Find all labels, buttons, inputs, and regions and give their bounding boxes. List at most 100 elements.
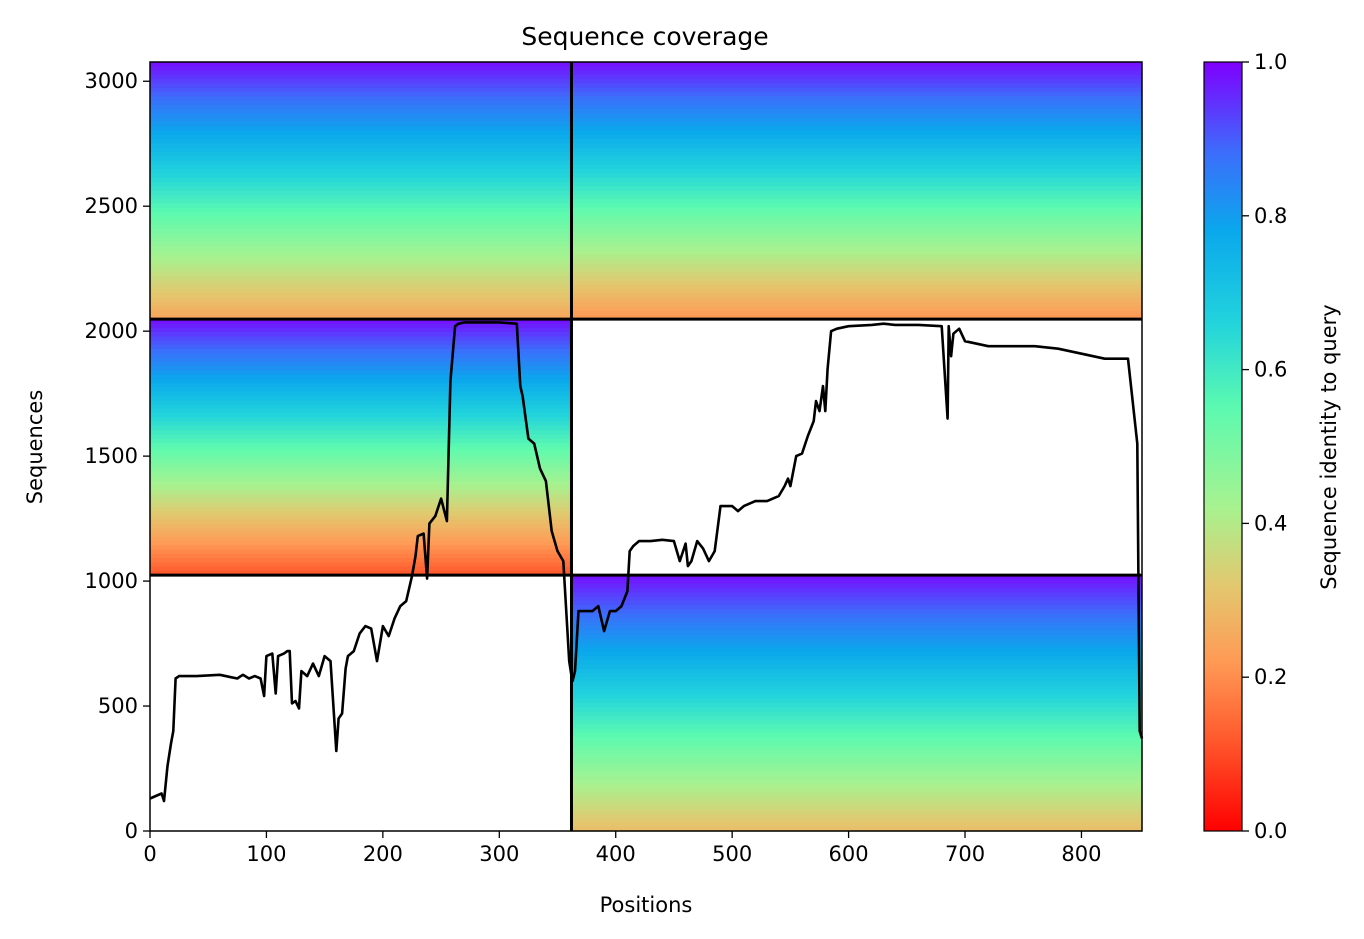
coverage-strip <box>150 259 572 265</box>
coverage-strip <box>571 83 1142 89</box>
coverage-strip <box>571 622 1142 627</box>
coverage-strip <box>571 758 1142 764</box>
coverage-strip <box>571 681 1142 687</box>
coverage-strip <box>571 698 1142 704</box>
coverage-strip <box>150 164 572 170</box>
coverage-strip <box>571 609 1142 615</box>
coverage-strip <box>571 74 1142 80</box>
coverage-strip <box>150 246 572 252</box>
coverage-strip <box>571 677 1142 683</box>
coverage-strip <box>150 536 572 542</box>
coverage-strip <box>150 327 572 333</box>
coverage-strip <box>571 306 1142 312</box>
coverage-strip <box>150 100 572 106</box>
coverage-strip <box>150 62 572 67</box>
coverage-strip <box>150 523 572 529</box>
coverage-strip <box>150 353 572 359</box>
coverage-strip <box>571 267 1142 273</box>
coverage-strip <box>571 741 1142 747</box>
colorbar-tick-label: 0.8 <box>1254 204 1287 228</box>
coverage-strip <box>150 314 572 320</box>
coverage-strip <box>571 104 1142 110</box>
coverage-strip <box>150 464 572 470</box>
coverage-strip <box>150 331 572 337</box>
coverage-strip <box>571 656 1142 661</box>
coverage-strip <box>150 293 572 299</box>
coverage-strip <box>150 532 572 538</box>
coverage-strip <box>150 203 572 209</box>
coverage-strip <box>571 229 1142 235</box>
coverage-strip <box>571 297 1142 303</box>
coverage-line <box>149 321 1144 803</box>
coverage-strip <box>150 370 572 376</box>
y-tick-label: 1500 <box>85 444 138 468</box>
coverage-strip <box>571 182 1142 187</box>
coverage-strip <box>571 143 1142 149</box>
coverage-strip <box>150 506 572 512</box>
coverage-strip <box>571 796 1142 802</box>
coverage-strip <box>150 319 572 325</box>
coverage-strip <box>571 139 1142 145</box>
coverage-strip <box>571 280 1142 286</box>
plot-frame <box>149 61 1143 832</box>
coverage-strip <box>571 762 1142 768</box>
coverage-strip <box>571 805 1142 811</box>
coverage-strip <box>571 788 1142 794</box>
coverage-strip <box>150 297 572 303</box>
coverage-strip <box>150 122 572 127</box>
coverage-strip <box>571 87 1142 93</box>
coverage-strip <box>150 511 572 516</box>
coverage-strip <box>571 732 1142 738</box>
x-tick-label: 700 <box>945 842 985 866</box>
coverage-strip <box>150 498 572 504</box>
coverage-block-3 <box>150 319 572 576</box>
coverage-strip <box>150 267 572 273</box>
coverage-strip <box>150 229 572 235</box>
coverage-strip <box>571 254 1142 260</box>
coverage-strip <box>150 173 572 179</box>
coverage-strip <box>571 272 1142 277</box>
coverage-strip <box>571 818 1142 824</box>
coverage-strip <box>150 349 572 354</box>
coverage-strip <box>571 156 1142 162</box>
coverage-strip <box>571 826 1142 832</box>
coverage-strip <box>150 459 572 465</box>
coverage-strip <box>150 289 572 295</box>
coverage-strip <box>150 194 572 200</box>
coverage-strip <box>150 430 572 435</box>
coverage-strip <box>571 233 1142 239</box>
coverage-strip <box>571 754 1142 760</box>
coverage-strip <box>150 408 572 414</box>
coverage-strip <box>571 809 1142 815</box>
coverage-strip <box>571 194 1142 200</box>
coverage-strip <box>150 417 572 423</box>
coverage-strip <box>571 237 1142 243</box>
coverage-strip <box>150 126 572 132</box>
coverage-strip <box>150 190 572 196</box>
coverage-strip <box>571 813 1142 819</box>
coverage-strip <box>150 207 572 213</box>
coverage-strip <box>571 634 1142 640</box>
coverage-strip <box>571 62 1142 67</box>
coverage-strip <box>150 549 572 555</box>
coverage-strip <box>150 113 572 119</box>
coverage-strip <box>571 126 1142 132</box>
x-tick-label: 800 <box>1061 842 1101 866</box>
coverage-strip <box>150 447 572 452</box>
coverage-strip <box>571 613 1142 619</box>
coverage-strip <box>571 122 1142 127</box>
coverage-strip <box>150 570 572 576</box>
coverage-strip <box>571 212 1142 217</box>
coverage-strip <box>150 186 572 192</box>
coverage-strip <box>571 246 1142 252</box>
coverage-strip <box>571 673 1142 679</box>
coverage-strip <box>571 113 1142 119</box>
coverage-strip <box>571 293 1142 299</box>
coverage-strip <box>150 156 572 162</box>
coverage-block-4 <box>571 575 1142 832</box>
coverage-strip <box>571 617 1142 623</box>
coverage-strip <box>150 421 572 427</box>
coverage-strip <box>150 336 572 342</box>
coverage-strip <box>150 237 572 243</box>
coverage-strip <box>150 378 572 384</box>
